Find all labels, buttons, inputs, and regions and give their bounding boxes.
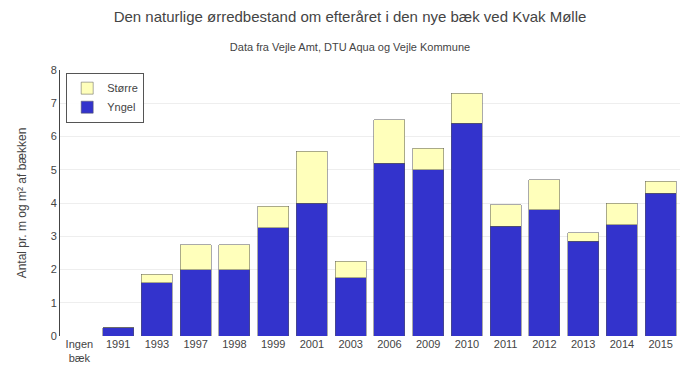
svg-text:1997: 1997 bbox=[183, 338, 207, 350]
svg-text:5: 5 bbox=[51, 164, 57, 176]
svg-text:2012: 2012 bbox=[532, 338, 556, 350]
svg-text:1991: 1991 bbox=[106, 338, 130, 350]
svg-text:2011: 2011 bbox=[494, 338, 518, 350]
svg-text:1: 1 bbox=[51, 297, 57, 309]
svg-text:4: 4 bbox=[51, 197, 57, 209]
svg-text:Ingenbæk: Ingenbæk bbox=[66, 338, 94, 364]
svg-text:2006: 2006 bbox=[377, 338, 401, 350]
svg-text:2001: 2001 bbox=[300, 338, 324, 350]
svg-text:Større: Større bbox=[107, 82, 138, 94]
svg-text:2010: 2010 bbox=[455, 338, 479, 350]
svg-text:8: 8 bbox=[51, 64, 57, 76]
svg-text:2013: 2013 bbox=[571, 338, 595, 350]
svg-text:1999: 1999 bbox=[261, 338, 285, 350]
svg-text:Den naturlige ørredbestand om: Den naturlige ørredbestand om efteråret … bbox=[114, 8, 587, 25]
svg-text:6: 6 bbox=[51, 130, 57, 142]
svg-text:Yngel: Yngel bbox=[107, 101, 135, 113]
svg-text:7: 7 bbox=[51, 97, 57, 109]
svg-text:2003: 2003 bbox=[338, 338, 362, 350]
svg-text:2014: 2014 bbox=[610, 338, 634, 350]
svg-text:1993: 1993 bbox=[145, 338, 169, 350]
svg-text:2015: 2015 bbox=[648, 338, 672, 350]
svg-text:0: 0 bbox=[51, 330, 57, 342]
svg-text:1998: 1998 bbox=[222, 338, 246, 350]
svg-text:2009: 2009 bbox=[416, 338, 440, 350]
svg-text:3: 3 bbox=[51, 230, 57, 242]
svg-text:2: 2 bbox=[51, 263, 57, 275]
svg-text:Antal pr. m og m² af bækken: Antal pr. m og m² af bækken bbox=[15, 128, 29, 279]
svg-text:Data fra Vejle Amt, DTU Aqua o: Data fra Vejle Amt, DTU Aqua og Vejle Ko… bbox=[230, 41, 470, 53]
